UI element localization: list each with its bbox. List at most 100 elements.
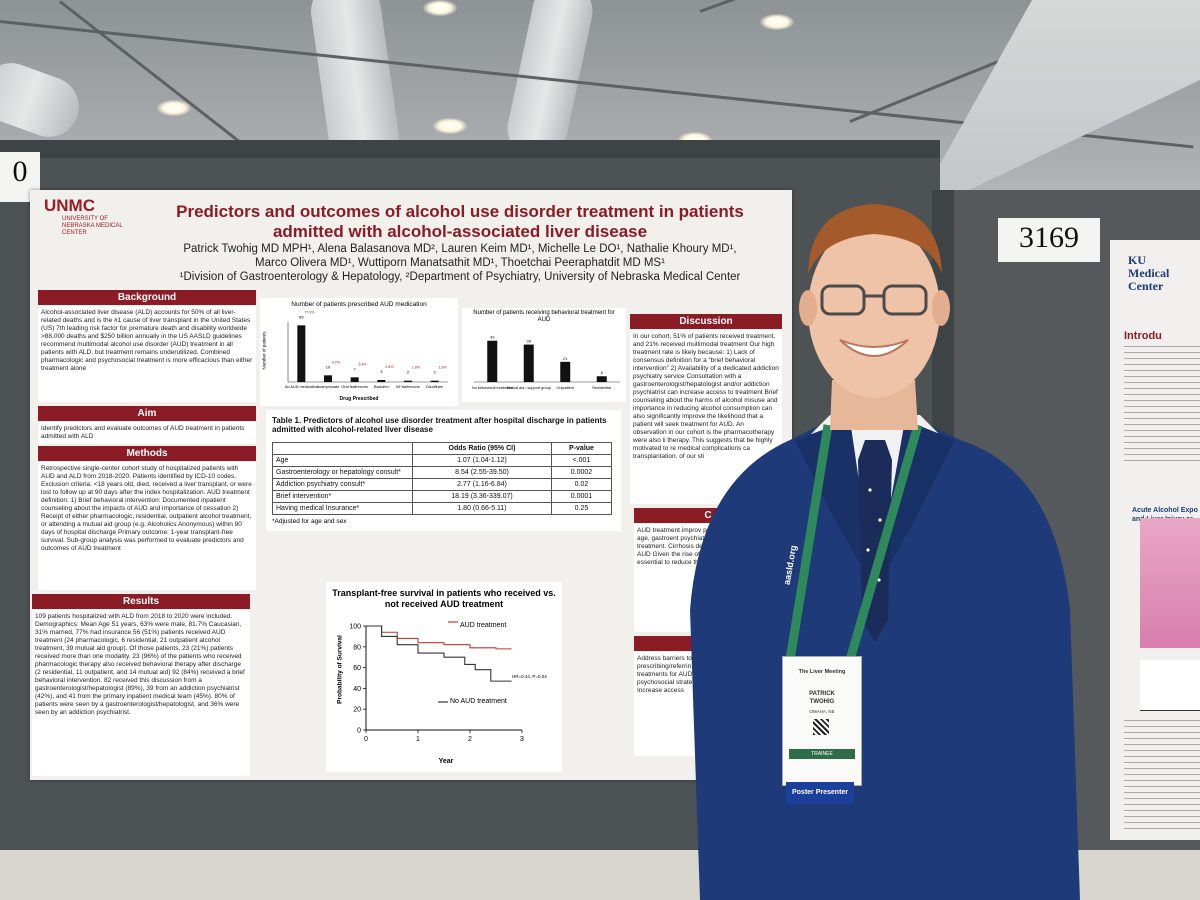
- fig2-bar: [523, 344, 534, 382]
- table-row: Brief intervention* 18.19 (3.36-339.07) …: [272, 490, 613, 503]
- fig2-category-label: Outpatient: [556, 386, 574, 390]
- table-header-cell: Odds Ratio (95% CI): [412, 442, 552, 455]
- fig2-bar: [560, 361, 571, 382]
- affiliations: ¹Division of Gastroenterology & Hepatolo…: [179, 271, 741, 283]
- fig2-value-label: 21: [563, 356, 568, 361]
- km-y-tick-label: 0: [357, 728, 361, 735]
- km-x-tick-label: 0: [364, 736, 368, 743]
- authors-line-2: Marco Olivera MD¹, Wuttiporn Manatsathit…: [255, 257, 665, 269]
- fig1-value-label: 10: [326, 364, 331, 369]
- neighbor-heading: Introdu: [1124, 330, 1162, 342]
- booth-number-right: 3169: [998, 218, 1100, 262]
- badge-first-name: PATRICK: [809, 691, 835, 697]
- fig1-percent-label: 6.4%: [359, 362, 368, 366]
- km-xlabel: Year: [438, 758, 454, 765]
- fig1-category-label: Baclofen: [374, 385, 389, 389]
- fig2-bar-chart: 43 No behavioral treatment 39 Mutual aid / …: [472, 335, 620, 390]
- ceiling-duct: [0, 54, 88, 146]
- neighbor-bar-chart: [1140, 660, 1200, 711]
- km-y-tick-label: 60: [353, 665, 361, 672]
- fig1-category-label: Acamprosate: [317, 385, 339, 389]
- fig1-value-label: 2: [434, 370, 437, 375]
- fig1-category-label: Oral Naltrexone: [341, 385, 368, 389]
- table-note: *Adjusted for age and sex: [272, 518, 347, 525]
- fig1-bar: [377, 380, 386, 382]
- table-row: Having medical Insurance* 1.80 (0.66-5.1…: [272, 502, 613, 515]
- badge-ribbon: Poster Presenter: [786, 782, 854, 804]
- table-cell: 18.19 (3.36-339.07): [412, 490, 552, 503]
- ceiling-light: [760, 14, 794, 30]
- fig1-value-label: 2: [407, 370, 410, 375]
- background-text: Alcohol-associated liver disease (ALD) a…: [38, 306, 256, 402]
- fig1-bar: [404, 380, 412, 382]
- table-cell: 2.77 (1.16-6.84): [412, 478, 552, 491]
- poster-title: Predictors and outcomes of alcohol use d…: [176, 202, 744, 241]
- unmc-logo-subtitle: UNIVERSITY OF NEBRASKA MEDICAL CENTER: [62, 216, 123, 236]
- fig1-bar: [324, 375, 332, 382]
- km-legend-untreated: No AUD treatment: [450, 698, 507, 705]
- fig2-title: Number of patients receiving behavioral …: [473, 310, 615, 323]
- table-cell: <.001: [550, 454, 613, 467]
- aim-heading: Aim: [38, 406, 256, 421]
- figure-aud-medication: Number of patients prescribed AUD medica…: [260, 298, 458, 406]
- table-title: Table 1. Predictors of alcohol use disor…: [272, 416, 607, 434]
- histology-image: [1140, 518, 1200, 648]
- fig2-category-label: Mutual aid / support group: [507, 386, 551, 390]
- fig1-ylabel: Number of patients: [261, 331, 267, 370]
- fig2-value-label: 6: [601, 370, 604, 375]
- fig1-bar: [430, 380, 439, 382]
- results-text: 109 patients hospitalized with ALD from …: [32, 610, 250, 776]
- fig1-value-label: 7: [354, 366, 357, 371]
- badge-meeting: The Liver Meeting: [798, 669, 846, 675]
- fig1-percent-label: 1.8%: [439, 366, 448, 370]
- table-cell: 0.25: [550, 502, 613, 515]
- discussion-heading: Discussion: [630, 314, 782, 329]
- fig1-percent-label: 9.2%: [332, 360, 341, 364]
- km-x-tick-label: 2: [468, 736, 472, 743]
- fig1-bar: [297, 325, 306, 382]
- km-stat: HR=0.44, P=0.04: [512, 674, 547, 679]
- km-series-line: [366, 625, 512, 650]
- figure-behavioral-treatment: Number of patients receiving behavioral …: [462, 308, 626, 402]
- background-heading: Background: [38, 290, 256, 305]
- fig1-percent-label: 1.8%: [412, 366, 421, 370]
- km-y-tick-label: 40: [353, 686, 361, 693]
- km-y-tick-label: 100: [349, 624, 361, 631]
- table-cell: 0.0001: [550, 490, 613, 503]
- table-cell: 0.0002: [550, 466, 613, 479]
- km-x-tick-label: 1: [416, 736, 420, 743]
- fig1-value-label: 85: [299, 314, 304, 319]
- ceiling-light: [157, 100, 191, 116]
- fig1-value-label: 3: [380, 369, 383, 374]
- table-cell: Addiction psychiatry consult*: [272, 478, 413, 491]
- fig1-percent-label: 2.8%: [385, 365, 394, 369]
- fig1-bar: [350, 377, 359, 382]
- km-ylabel: Probability of Survival: [336, 635, 344, 704]
- odds-ratio-table: Odds Ratio (95% CI) P-value Age 1.07 (1.…: [272, 442, 613, 515]
- unmc-logo: UNMC: [44, 196, 95, 215]
- km-chart: 0 20 40 60 80 100 0 1 2 3: [349, 621, 524, 743]
- ceiling-panel: [920, 0, 1200, 200]
- fig2-bar: [487, 340, 498, 382]
- badge-city: OMAHA, NE: [809, 709, 835, 714]
- fig1-title: Number of patients prescribed AUD medica…: [291, 301, 427, 308]
- fig2-bar: [596, 376, 607, 382]
- neighbor-text: [1124, 346, 1200, 466]
- results-heading: Results: [32, 594, 250, 609]
- table-cell: Age: [272, 454, 413, 467]
- km-x-tick-label: 3: [520, 736, 524, 743]
- table-header-row: Odds Ratio (95% CI) P-value: [272, 442, 613, 455]
- fig1-percent-label: 77.9%: [304, 310, 315, 314]
- fig2-value-label: 43: [490, 335, 495, 340]
- km-y-tick-label: 80: [353, 644, 361, 651]
- km-title: Transplant-free survival in patients who…: [332, 588, 556, 609]
- poster-authors: Patrick Twohig MD MPH¹, Alena Balasanova…: [150, 242, 770, 284]
- fig1-category-label: IM Naltrexone: [396, 385, 420, 389]
- fig1-category-label: No AUD medication: [285, 385, 318, 389]
- board-post: [0, 140, 940, 158]
- neighbor-caption: [1124, 720, 1200, 830]
- table-header-cell: P-value: [550, 442, 613, 455]
- fig2-category-label: Residential: [592, 386, 611, 390]
- presenter-person: [690, 204, 1080, 900]
